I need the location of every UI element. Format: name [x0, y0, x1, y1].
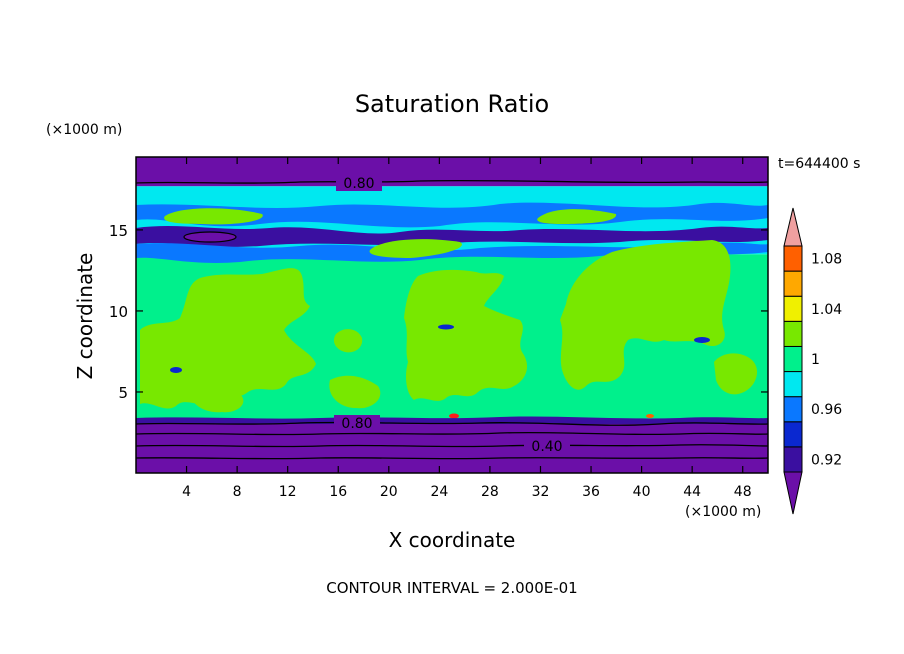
x-tick-label: 44 — [683, 484, 701, 500]
colorbar-bottom-arrow — [783, 471, 803, 515]
contour-label-bg-3 — [524, 438, 570, 454]
x-tick-label: 4 — [182, 484, 191, 500]
blue-speck-3 — [694, 337, 710, 343]
colorbar-label: 0.96 — [811, 402, 842, 418]
lime-region-lower-mid — [329, 375, 381, 409]
lime-region-mid — [404, 269, 528, 401]
saturation-band — [136, 157, 768, 187]
upper-green-patch-left — [164, 208, 263, 225]
x-tick-label: 12 — [279, 484, 297, 500]
contour-label-bg-1 — [336, 173, 382, 191]
colorbar-cell — [783, 320, 803, 347]
colorbar-cell — [783, 446, 803, 473]
lower-darkblue-band — [136, 416, 768, 424]
time-label: t=644400 s — [778, 156, 860, 172]
y-tick-label: 5 — [118, 384, 128, 402]
colorbar-cell — [783, 396, 803, 423]
contour-interval-footer: CONTOUR INTERVAL = 2.000E-01 — [326, 579, 577, 597]
upper-layer-blue-band-2 — [136, 242, 768, 263]
saturation-field: 0.80 0.80 0.40 — [136, 157, 768, 473]
upper-layer-blue-band — [136, 202, 768, 228]
lime-region-lower-left — [189, 384, 244, 413]
lime-region-small — [333, 329, 363, 353]
x-tick-label: 40 — [633, 484, 651, 500]
y-tick-label: 15 — [109, 222, 128, 240]
x-tick-label: 28 — [481, 484, 499, 500]
x-axis: 4 8 12 16 20 24 28 32 36 40 44 48 — [182, 157, 752, 500]
upper-green-patch-right — [537, 209, 617, 224]
contour-label-bg-2 — [334, 415, 380, 431]
lime-region-right — [560, 240, 731, 390]
x-unit-label: (×1000 m) — [685, 504, 761, 520]
x-tick-label: 48 — [734, 484, 752, 500]
colorbar-label: 1 — [811, 352, 820, 368]
colorbar-label: 0.92 — [811, 452, 842, 468]
colorbar-label: 1.08 — [811, 252, 842, 268]
x-tick-label: 16 — [329, 484, 347, 500]
colorbar-label: 1.04 — [811, 302, 842, 318]
x-tick-label: 20 — [380, 484, 398, 500]
y-axis: 5 10 15 — [109, 222, 768, 402]
colorbar-cell — [783, 421, 803, 448]
x-tick-label: 24 — [430, 484, 448, 500]
x-tick-label: 8 — [233, 484, 242, 500]
colorbar-top-arrow — [783, 207, 803, 247]
upper-green-patch-mid — [369, 239, 462, 258]
x-tick-label: 36 — [582, 484, 600, 500]
colorbar-cell — [783, 295, 803, 322]
colorbar-cell — [783, 371, 803, 398]
contour-label: 0.80 — [343, 176, 374, 192]
colorbar: 0.92 0.96 1 1.04 1.08 — [783, 207, 842, 515]
lime-region-left — [140, 268, 316, 409]
x-tick-label: 32 — [532, 484, 550, 500]
plot-frame — [135, 156, 769, 474]
colorbar-cell — [783, 245, 803, 272]
chart-title: Saturation Ratio — [355, 90, 549, 118]
contour-label: 0.40 — [531, 439, 562, 455]
colorbar-cell — [783, 270, 803, 297]
x-axis-label: X coordinate — [389, 528, 516, 552]
colorbar-cell — [783, 345, 803, 373]
blue-speck-1 — [170, 367, 182, 373]
blue-speck-2 — [438, 324, 454, 330]
y-axis-label: Z coordinate — [73, 253, 97, 380]
lime-region-right-edge — [714, 353, 758, 395]
red-speck-1 — [449, 413, 459, 419]
red-speck-2 — [646, 414, 654, 418]
y-tick-label: 10 — [109, 303, 128, 321]
z-unit-label: (×1000 m) — [46, 122, 122, 138]
contour-label: 0.80 — [341, 416, 372, 432]
upper-layer-darkblue-band — [136, 226, 768, 247]
upper-purple-pocket — [183, 231, 237, 243]
contour-lines — [136, 179, 768, 460]
